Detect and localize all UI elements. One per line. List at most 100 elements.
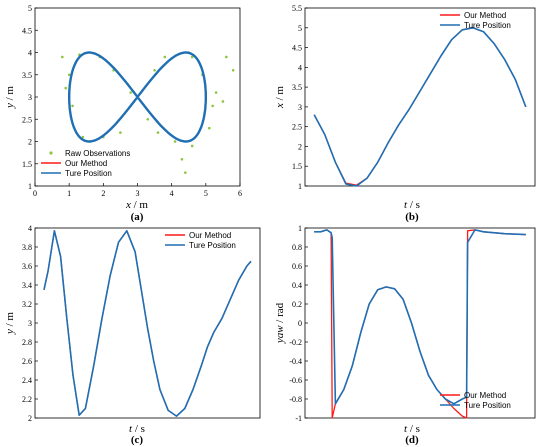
series-line-our-method xyxy=(313,27,527,186)
x-tick-label: 6 xyxy=(238,189,242,198)
panel-caption: (b) xyxy=(405,211,419,223)
y-axis-label: yaw / rad xyxy=(274,302,286,344)
y-tick-label: 2.6 xyxy=(22,357,32,366)
y-axis-unit: / m xyxy=(4,86,16,104)
x-tick-label: 0 xyxy=(33,189,37,198)
y-tick-label: 1 xyxy=(28,182,32,191)
panel-caption: (c) xyxy=(131,434,144,446)
y-tick-label: -1 xyxy=(295,414,302,423)
y-tick-label: 3.4 xyxy=(22,281,32,290)
y-axis-unit: / m xyxy=(4,312,16,330)
raw-observation-point xyxy=(180,158,184,161)
y-tick-label: 2.5 xyxy=(292,123,302,132)
y-tick-label: -0.2 xyxy=(289,338,302,347)
y-tick-label: 0.2 xyxy=(292,300,302,309)
y-tick-label: 3.5 xyxy=(22,71,32,80)
y-axis-label: y / m xyxy=(4,86,16,109)
y-tick-label: 0 xyxy=(298,319,302,328)
raw-observation-point xyxy=(64,86,68,90)
legend-marker-raw xyxy=(49,151,53,155)
y-tick-label: 3 xyxy=(28,93,32,102)
x-axis-label: t / s xyxy=(404,423,420,435)
y-tick-label: 3.8 xyxy=(22,243,32,252)
y-tick-label: 2 xyxy=(28,138,32,147)
plot-frame xyxy=(304,227,536,419)
y-tick-label: 2.8 xyxy=(22,338,32,347)
raw-observation-point xyxy=(184,171,187,174)
y-tick-label: 2.4 xyxy=(22,376,32,385)
legend-entry: Our Method xyxy=(65,159,107,168)
panel-caption: (a) xyxy=(131,211,144,223)
y-axis-label: y / m xyxy=(4,312,16,335)
raw-observation-point xyxy=(61,55,64,59)
y-tick-label: 0.4 xyxy=(292,281,302,290)
panel-a: 11.522.533.544.550 1 2 3 4 5 6x / my / m(a)Raw… xyxy=(4,4,242,223)
series-line-true-position xyxy=(68,51,207,143)
y-axis-var: y xyxy=(4,103,16,109)
x-axis-label: x / m xyxy=(125,199,148,211)
y-tick-label: 4 xyxy=(298,63,302,72)
x-tick-label: 1 xyxy=(67,189,71,198)
legend-entry: Our Method xyxy=(189,231,231,240)
raw-observation-point xyxy=(211,104,214,108)
y-tick-label: 5 xyxy=(28,4,32,13)
raw-observation-point xyxy=(190,55,194,59)
raw-observation-point xyxy=(146,117,150,121)
y-tick-label: 1 xyxy=(298,182,302,191)
x-axis-var: x xyxy=(125,199,131,211)
y-tick-label: -0.8 xyxy=(289,395,302,404)
legend-entry: Ture Position xyxy=(464,21,511,30)
series-line-true-position xyxy=(43,230,252,417)
raw-observation-point xyxy=(81,135,85,139)
raw-observation-point xyxy=(214,91,218,94)
raw-observation-point xyxy=(190,144,194,148)
legend-entry: Ture Position xyxy=(189,241,236,250)
x-axis-var: t xyxy=(129,423,133,435)
y-tick-label: 1 xyxy=(298,224,302,233)
y-tick-label: 3 xyxy=(298,103,302,112)
y-tick-label: 3 xyxy=(28,319,32,328)
x-tick-label: 3 xyxy=(136,189,140,198)
x-axis-unit: / m xyxy=(131,199,149,211)
y-tick-label: 5 xyxy=(298,24,302,33)
y-tick-label: 0.8 xyxy=(292,243,302,252)
raw-observation-point xyxy=(129,91,132,94)
panel-d: -1 -0.8 -0.6 -0.4 -0.2 0 0.2 0.4 0.6 0.8 1 t / s yaw… xyxy=(274,224,536,446)
legend-entry: Ture Position xyxy=(65,169,112,178)
raw-observation-point xyxy=(156,131,160,134)
raw-observation-point xyxy=(231,69,235,72)
panel-b: 1 1.5 2 2.5 3 3.5 4 4.5 5 5.5 t / s x / m (b) Our Met… xyxy=(274,4,536,223)
y-axis-label: x / m xyxy=(274,86,286,109)
raw-observation-point xyxy=(119,131,122,134)
y-axis-unit: / m xyxy=(274,86,286,104)
raw-observation-point xyxy=(71,104,74,108)
y-tick-label: 4.5 xyxy=(292,44,302,53)
y-tick-label: 5.5 xyxy=(292,4,302,13)
y-tick-label: 3.6 xyxy=(22,262,32,271)
raw-observation-point xyxy=(221,100,225,103)
y-tick-label: 4.5 xyxy=(22,26,32,35)
y-axis-var: yaw xyxy=(274,325,286,344)
raw-observation-point xyxy=(207,126,211,130)
x-axis-unit: / s xyxy=(132,423,145,435)
raw-observation-point xyxy=(67,73,71,77)
legend-entry: Our Method xyxy=(464,391,506,400)
legend-entry: Our Method xyxy=(464,11,506,20)
x-tick-label: 2 xyxy=(101,189,105,198)
y-tick-label: 4 xyxy=(28,224,32,233)
x-axis-unit: / s xyxy=(407,199,420,211)
series-line-true-position xyxy=(313,27,527,187)
y-tick-label: 3.5 xyxy=(292,83,302,92)
plot-frame xyxy=(304,7,536,187)
panel-c: 2 2.2 2.4 2.6 2.8 3 3.2 3.4 3.6 3.8 4 t / s y / m (c)… xyxy=(4,224,261,446)
x-axis-label: t / s xyxy=(129,423,145,435)
raw-observation-point xyxy=(173,140,177,143)
raw-observation-point xyxy=(153,69,156,72)
y-axis-var: x xyxy=(274,103,286,109)
y-tick-label: 0.6 xyxy=(292,262,302,271)
raw-observation-point xyxy=(163,55,167,59)
